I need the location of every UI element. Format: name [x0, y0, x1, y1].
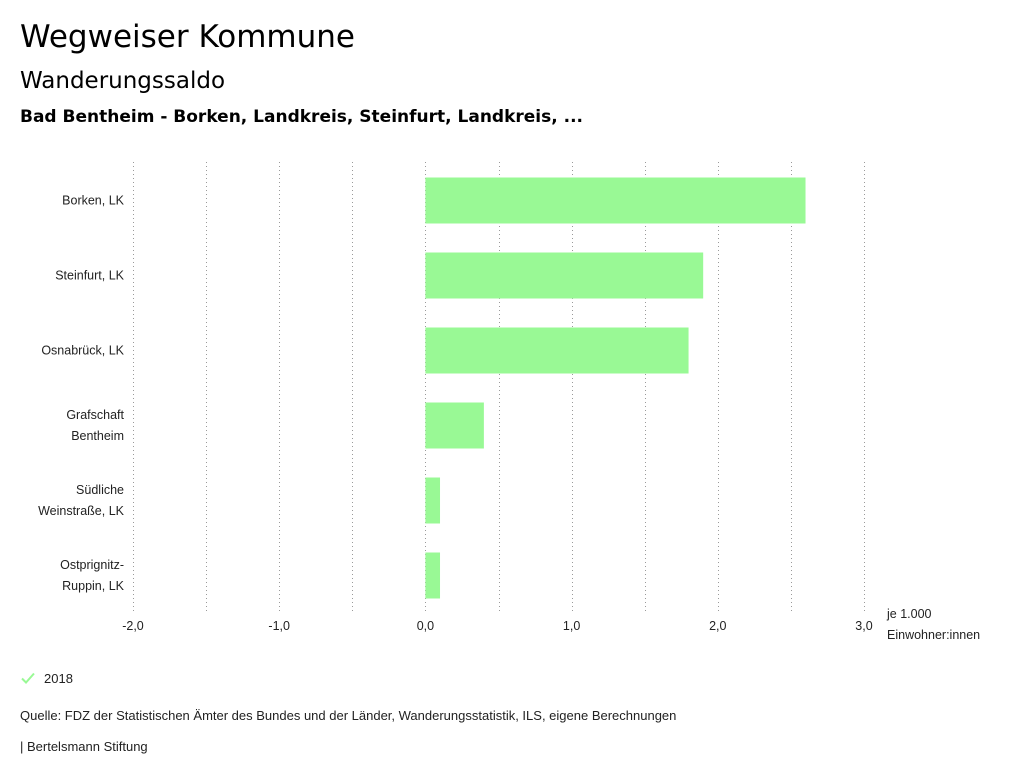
- x-tick-label: 1,0: [563, 619, 580, 633]
- category-label: Steinfurt, LK: [55, 269, 124, 283]
- category-label: Osnabrück, LK: [41, 344, 124, 358]
- legend[interactable]: 2018: [20, 668, 73, 688]
- organization-credit[interactable]: | Bertelsmann Stiftung: [20, 739, 148, 754]
- chart-subtitle: Wanderungssaldo: [20, 68, 226, 94]
- category-label: Ostprignitz-Ruppin, LK: [60, 558, 125, 593]
- bars: [425, 177, 806, 599]
- grid-lines: [133, 162, 865, 612]
- bar: [425, 177, 806, 224]
- page-title: Wegweiser Kommune: [20, 19, 355, 55]
- x-tick-label: -2,0: [122, 619, 144, 633]
- bar-chart: Borken, LK Steinfurt, LK Osnabrück, LK Graf…: [38, 162, 980, 642]
- bar: [425, 252, 704, 299]
- check-icon: [21, 672, 35, 684]
- category-label: Grafschaft Bentheim: [66, 408, 124, 443]
- x-axis-unit-label: je 1.000 Einwohner:innen: [886, 607, 980, 642]
- x-tick-label: 0,0: [417, 619, 434, 633]
- category-label: Borken, LK: [62, 194, 125, 208]
- x-axis-ticks: -2,0 -1,0 0,0 1,0 2,0 3,0: [122, 619, 873, 633]
- bar: [425, 477, 441, 524]
- x-tick-label: 2,0: [709, 619, 726, 633]
- x-tick-label: 3,0: [855, 619, 872, 633]
- bar: [425, 327, 689, 374]
- source-note: Quelle: FDZ der Statistischen Ämter des …: [20, 708, 677, 723]
- category-labels: Borken, LK Steinfurt, LK Osnabrück, LK Graf…: [38, 194, 125, 594]
- category-label: Südliche Weinstraße, LK: [38, 483, 125, 518]
- region-selection: Bad Bentheim - Borken, Landkreis, Steinf…: [20, 107, 584, 127]
- bar: [425, 552, 441, 599]
- legend-label-2018: 2018: [44, 670, 73, 686]
- bar: [425, 402, 484, 449]
- x-tick-label: -1,0: [268, 619, 290, 633]
